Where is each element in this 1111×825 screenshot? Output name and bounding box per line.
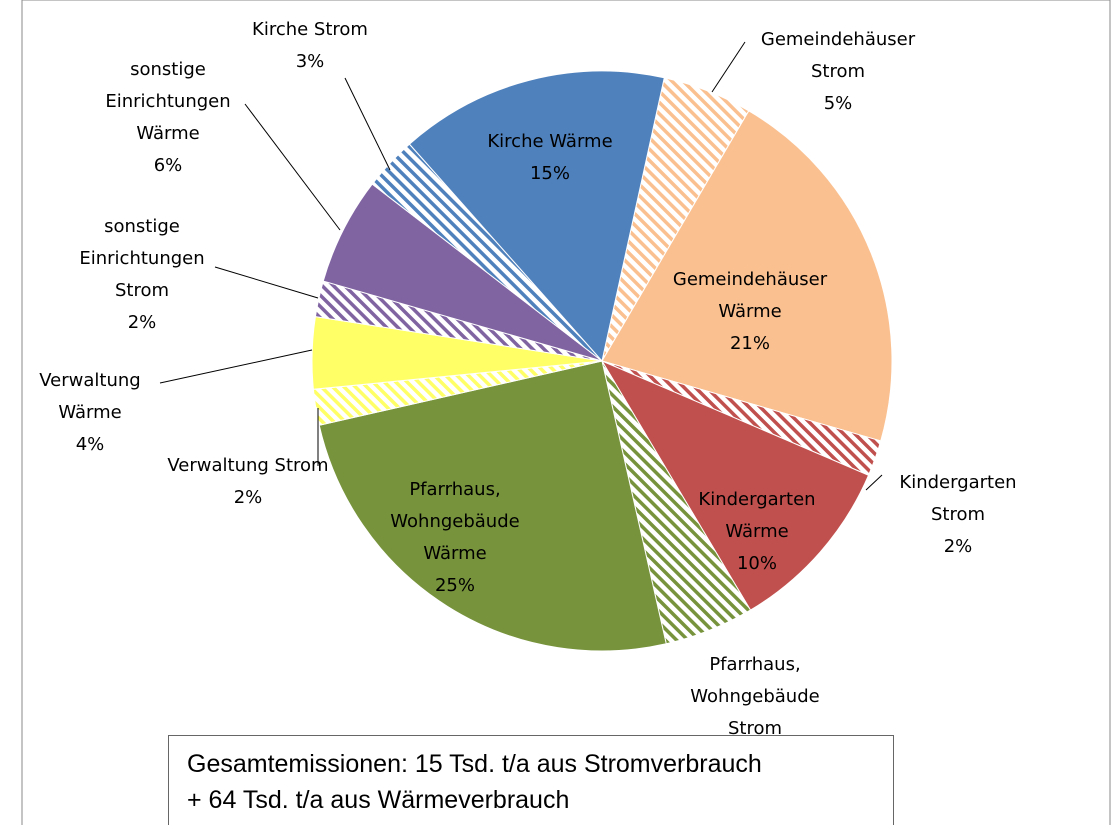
value-label: 6%	[153, 155, 183, 176]
category-label: Kirche Strom	[252, 19, 368, 40]
slice-label: Gemeindehäuser Wärme 21%	[665, 264, 835, 360]
category-label: Gemeindehäuser Strom	[760, 29, 916, 82]
pie-slice	[600, 359, 870, 611]
pie-slice	[318, 360, 667, 652]
category-label: Gemeindehäuser Wärme	[672, 269, 828, 322]
slice-label: Pfarrhaus, Wohngebäude Strom	[670, 649, 840, 745]
slice-label: Kindergarten Wärme 10%	[687, 484, 827, 580]
category-label: Kirche Wärme	[487, 131, 613, 152]
value-label: 25%	[434, 575, 475, 596]
slice-label: Pfarrhaus, Wohngebäude Wärme 25%	[375, 474, 535, 602]
category-label: Verwaltung Strom	[167, 455, 329, 476]
value-label: 15%	[529, 163, 570, 184]
category-label: Pfarrhaus, Wohngebäude Strom	[690, 654, 820, 739]
slice-label: Kirche Wärme 15%	[435, 126, 665, 190]
slice-label: Verwaltung Wärme 4%	[25, 365, 155, 461]
pie-slice	[408, 70, 665, 363]
slice-label: Gemeindehäuser Strom 5%	[738, 24, 938, 120]
leader-line	[159, 349, 313, 384]
value-label: 21%	[729, 333, 770, 354]
leader-line	[214, 266, 319, 299]
value-label: 2%	[127, 312, 157, 333]
slice-label: Kindergarten Strom 2%	[883, 467, 1033, 563]
leader-line	[711, 41, 746, 93]
value-label: 5%	[823, 93, 853, 114]
category-label: Kindergarten Wärme	[698, 489, 816, 542]
category-label: sonstige Einrichtungen Wärme	[105, 59, 231, 144]
value-label: 4%	[75, 434, 105, 455]
category-label: Kindergarten Strom	[899, 472, 1017, 525]
leader-line	[244, 103, 341, 231]
slice-label: sonstige Einrichtungen Wärme 6%	[98, 54, 238, 182]
leader-line	[344, 77, 391, 171]
value-label: 10%	[736, 553, 777, 574]
value-label: 2%	[943, 536, 973, 557]
pie-slice	[601, 110, 893, 442]
slice-label: Verwaltung Strom 2%	[128, 450, 368, 514]
slice-label: sonstige Einrichtungen Strom 2%	[72, 211, 212, 339]
annotation: + 64 Tsd. t/a aus Wärmeverbrauch	[187, 786, 570, 814]
value-label: 3%	[295, 51, 325, 72]
annotation-box: Gesamtemissionen: 15 Tsd. t/a aus Stromv…	[168, 735, 894, 825]
category-label: sonstige Einrichtungen Strom	[79, 216, 205, 301]
category-label: Pfarrhaus, Wohngebäude Wärme	[390, 479, 520, 564]
leader-line	[865, 474, 883, 491]
category-label: Verwaltung Wärme	[39, 370, 141, 423]
slice-label: Kirche Strom 3%	[230, 14, 390, 78]
annotation: Gesamtemissionen: 15 Tsd. t/a aus Stromv…	[187, 750, 762, 778]
value-label: 2%	[233, 487, 263, 508]
